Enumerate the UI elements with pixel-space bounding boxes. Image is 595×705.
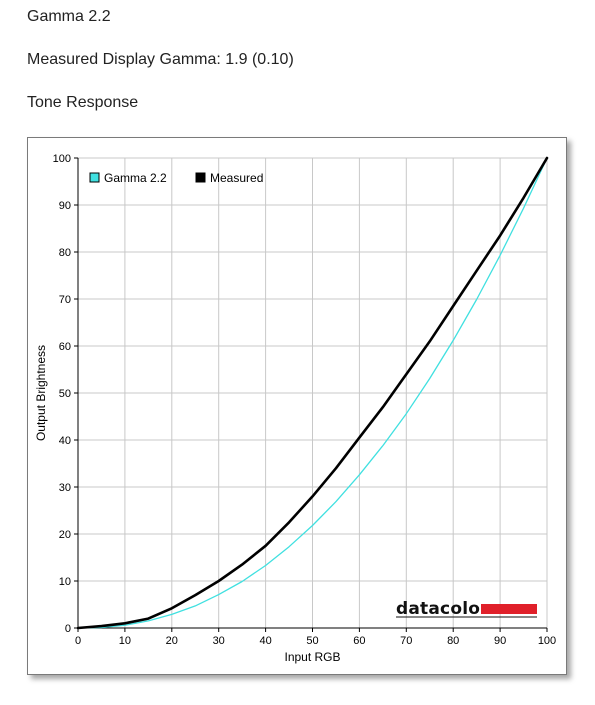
chart-ticks: 0 10 20 30 40 50 60 70 80 90 100 0 10 20 30 40 50 60 70 80 9… (53, 153, 557, 647)
tone-response-heading: Tone Response (27, 94, 139, 111)
logo-wordmark: datacolor (396, 599, 489, 619)
x-tick-label: 90 (494, 635, 506, 647)
x-tick-label: 70 (400, 635, 412, 647)
legend-label: Measured (210, 171, 263, 185)
tone-response-chart: 0 10 20 30 40 50 60 70 80 90 100 0 10 20 30 40 50 60 70 80 9… (27, 137, 567, 675)
x-tick-label: 50 (306, 635, 318, 647)
y-tick-label: 20 (59, 529, 71, 541)
logo-red-bar (481, 604, 537, 614)
y-tick-label: 30 (59, 482, 71, 494)
y-tick-label: 0 (65, 623, 71, 635)
y-tick-label: 90 (59, 200, 71, 212)
y-tick-label: 80 (59, 247, 71, 259)
series-line-gamma-2-2 (77, 157, 548, 629)
y-tick-label: 10 (59, 576, 71, 588)
y-tick-label: 60 (59, 341, 71, 353)
y-axis-title: Output Brightness (34, 345, 48, 441)
x-tick-label: 100 (538, 635, 556, 647)
chart-svg: 0 10 20 30 40 50 60 70 80 90 100 0 10 20 30 40 50 60 70 80 9… (34, 153, 557, 664)
y-tick-label: 70 (59, 294, 71, 306)
x-tick-label: 10 (119, 635, 131, 647)
x-tick-label: 60 (353, 635, 365, 647)
chart-legend: Gamma 2.2 Measured (89, 171, 263, 185)
gamma-target-title: Gamma 2.2 (27, 8, 111, 25)
y-tick-label: 50 (59, 388, 71, 400)
legend-swatch (195, 172, 206, 183)
x-tick-label: 30 (213, 635, 225, 647)
legend-swatch (89, 172, 100, 183)
series-line-measured (76, 156, 549, 630)
legend-label: Gamma 2.2 (104, 171, 167, 185)
measured-gamma-text: Measured Display Gamma: 1.9 (0.10) (27, 51, 294, 68)
x-axis-title: Input RGB (284, 650, 340, 664)
chart-series (76, 156, 549, 630)
y-tick-label: 40 (59, 435, 71, 447)
chart-grid (77, 157, 548, 629)
x-tick-label: 80 (447, 635, 459, 647)
y-tick-label: 100 (53, 153, 71, 165)
x-tick-label: 40 (259, 635, 271, 647)
x-tick-label: 0 (75, 635, 81, 647)
x-tick-label: 20 (166, 635, 178, 647)
datacolor-logo: datacolor (396, 599, 537, 619)
